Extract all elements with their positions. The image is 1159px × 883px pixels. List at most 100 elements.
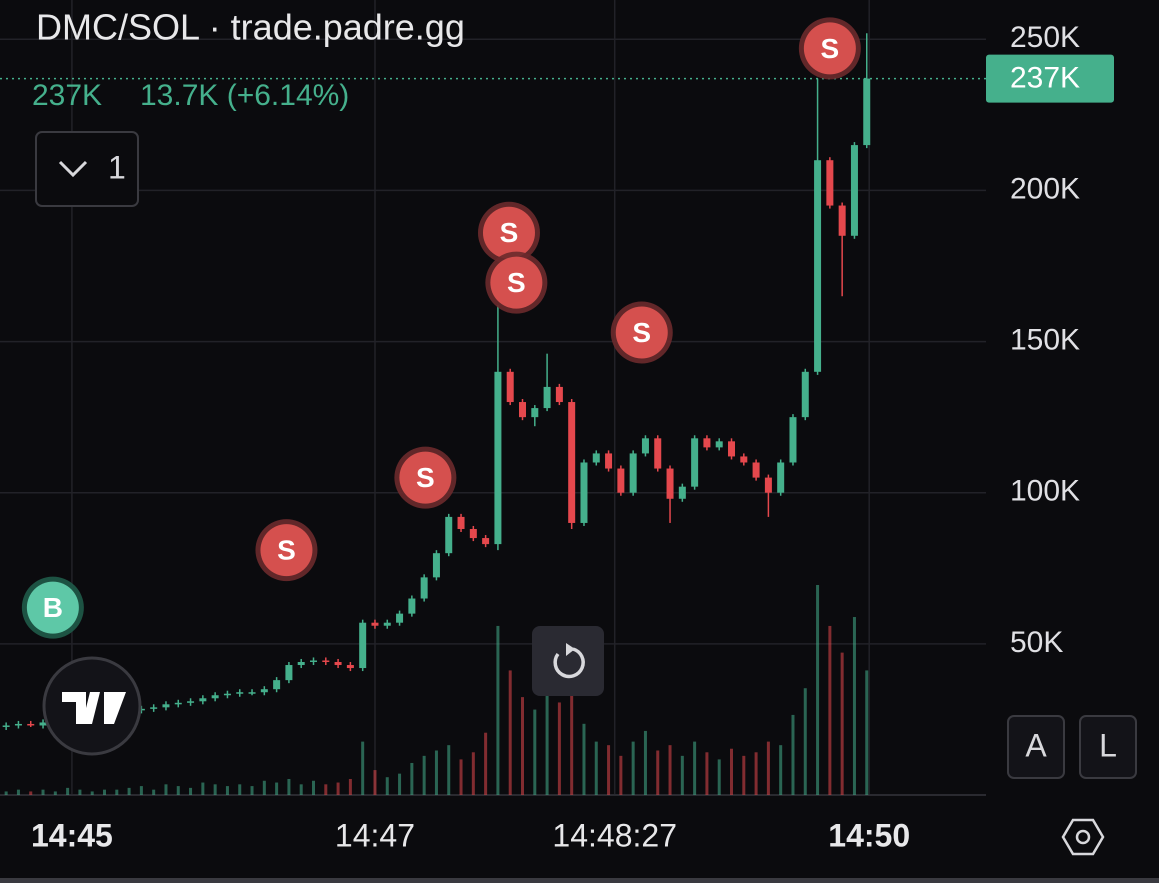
volume-bar: [66, 787, 70, 795]
trade-marker-label: S: [277, 535, 296, 566]
candle-body: [396, 613, 404, 623]
interval-button[interactable]: 1: [35, 131, 139, 207]
candle-body: [519, 402, 527, 418]
trade-marker-label: S: [632, 317, 651, 348]
volume-bar: [705, 752, 709, 795]
volume-bar: [570, 661, 574, 795]
volume-bar: [803, 688, 807, 795]
candle-body: [555, 386, 563, 403]
volume-bar: [410, 762, 414, 795]
legend-price: 237K: [32, 79, 102, 112]
volume-bar: [41, 789, 45, 795]
candle-body: [752, 462, 760, 478]
scale-button-box: [1079, 715, 1137, 779]
volume-bar: [348, 778, 352, 795]
candle-body: [310, 660, 318, 662]
candle-body: [678, 486, 686, 499]
trade-marker-dot: [482, 206, 535, 259]
candle-body: [174, 702, 182, 705]
candle-body: [236, 692, 244, 694]
candle-body: [199, 698, 207, 702]
trade-marker-label: S: [500, 217, 519, 248]
volume-bar: [201, 782, 205, 795]
candle-body: [605, 453, 613, 469]
volume-bar: [127, 787, 131, 795]
volume-bar: [4, 791, 8, 795]
volume-bar: [78, 789, 82, 795]
candle-body: [346, 665, 354, 669]
y-tick-label: 150K: [1010, 323, 1080, 356]
chart-title: DMC/SOL · trade.padre.gg: [36, 7, 465, 48]
candle-body: [506, 371, 514, 403]
candle-body: [666, 468, 674, 499]
candle-body: [715, 441, 723, 448]
volume-bar: [656, 750, 660, 795]
volume-bar: [730, 748, 734, 795]
candle-body: [322, 660, 330, 662]
volume-bar: [398, 773, 402, 795]
candle-body: [469, 528, 477, 539]
candle-body: [814, 160, 822, 372]
scale-button[interactable]: L: [1079, 715, 1137, 779]
volume-bar: [791, 714, 795, 795]
candle-body: [691, 438, 699, 487]
volume-bar: [361, 741, 365, 795]
volume-bar: [508, 670, 512, 795]
reset-box: [532, 626, 604, 696]
volume-bar: [607, 745, 611, 795]
trade-marker-dot: [803, 22, 856, 75]
candle-body: [150, 707, 158, 709]
settings-hex: [1061, 818, 1105, 856]
candle-body: [408, 598, 416, 614]
volume-bar: [152, 789, 156, 795]
settings-button[interactable]: [1061, 818, 1105, 856]
candle-body: [740, 456, 748, 463]
candle-body: [297, 661, 305, 666]
volume-bar: [262, 780, 266, 795]
interval-box: [35, 131, 139, 207]
bottom-border: [0, 878, 1159, 883]
volume-bar: [717, 759, 721, 795]
settings-dot: [1075, 829, 1091, 845]
reset-button[interactable]: [532, 626, 604, 696]
x-tick-label: 14:47: [335, 817, 415, 853]
scale-button[interactable]: A: [1007, 715, 1065, 779]
trade-marker-label: B: [43, 592, 63, 623]
volume-bar: [16, 789, 20, 795]
volume-bar: [103, 789, 107, 795]
volume-bar: [238, 784, 242, 795]
candle-body: [531, 408, 539, 418]
volume-bar: [643, 730, 647, 795]
candle-body: [641, 438, 649, 454]
candle-body: [383, 622, 391, 626]
candle-body: [137, 708, 145, 711]
candle-body: [777, 462, 785, 493]
volume-bar: [521, 697, 525, 795]
candle-body: [629, 453, 637, 493]
candle-body: [728, 441, 736, 457]
volume-bar: [766, 741, 770, 795]
candle-body: [248, 692, 256, 694]
candle-body: [592, 453, 600, 463]
volume-bar: [533, 709, 537, 795]
volume-bar: [434, 750, 438, 795]
scale-button-label: L: [1099, 727, 1117, 763]
candle-body: [211, 695, 219, 699]
scale-button-box: [1007, 715, 1065, 779]
volume-bar: [312, 780, 316, 795]
interval-label: 1: [108, 149, 126, 185]
candle-body: [371, 622, 379, 626]
candle-body: [39, 722, 47, 726]
candle-body: [850, 145, 858, 236]
candle-body: [334, 661, 342, 666]
volume-bar: [447, 745, 451, 795]
y-tick-label: 250K: [1010, 21, 1080, 54]
y-tick-label: 200K: [1010, 172, 1080, 205]
candle-body: [27, 723, 35, 726]
tradingview-logo[interactable]: [42, 656, 142, 756]
candle-body: [285, 665, 293, 681]
candle-body: [162, 704, 170, 708]
volume-bar: [299, 784, 303, 795]
volume-bar: [471, 752, 475, 795]
